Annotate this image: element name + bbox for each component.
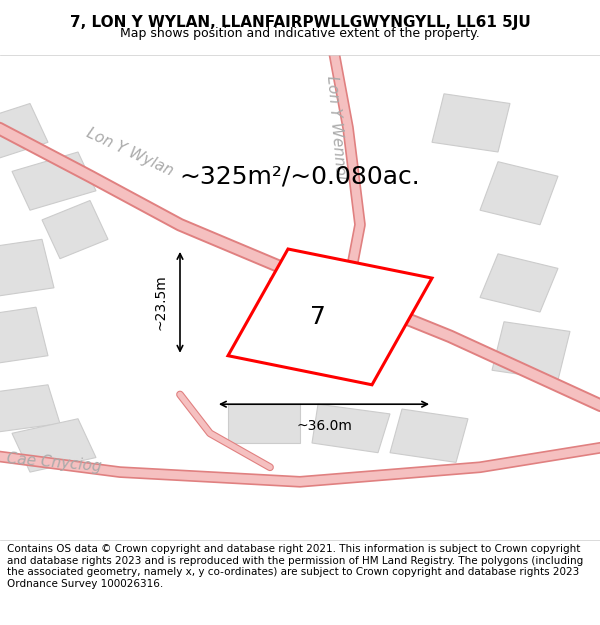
Text: ~23.5m: ~23.5m [154,274,168,330]
Polygon shape [480,162,558,225]
Text: Lon Y Wennol: Lon Y Wennol [324,75,348,180]
Polygon shape [312,404,390,452]
Polygon shape [390,409,468,462]
Text: Cae Cnyciog: Cae Cnyciog [6,451,102,474]
Text: Lon Y Wylan: Lon Y Wylan [84,126,176,179]
Text: ~36.0m: ~36.0m [296,419,352,432]
Polygon shape [228,404,300,443]
Polygon shape [0,104,48,162]
Text: 7, LON Y WYLAN, LLANFAIRPWLLGWYNGYLL, LL61 5JU: 7, LON Y WYLAN, LLANFAIRPWLLGWYNGYLL, LL… [70,16,530,31]
Text: 7: 7 [310,305,326,329]
Polygon shape [336,278,408,331]
Polygon shape [258,278,336,336]
Text: ~325m²/~0.080ac.: ~325m²/~0.080ac. [179,164,421,188]
Polygon shape [492,322,570,380]
Polygon shape [42,201,108,259]
Text: Lon
Wylan: Lon Wylan [336,295,383,339]
Text: Contains OS data © Crown copyright and database right 2021. This information is : Contains OS data © Crown copyright and d… [7,544,583,589]
Polygon shape [480,254,558,312]
Polygon shape [228,249,432,385]
Polygon shape [432,94,510,152]
Text: Map shows position and indicative extent of the property.: Map shows position and indicative extent… [120,27,480,39]
Polygon shape [0,308,48,366]
Polygon shape [12,419,96,472]
Polygon shape [0,239,54,298]
Polygon shape [0,385,60,433]
Polygon shape [12,152,96,210]
